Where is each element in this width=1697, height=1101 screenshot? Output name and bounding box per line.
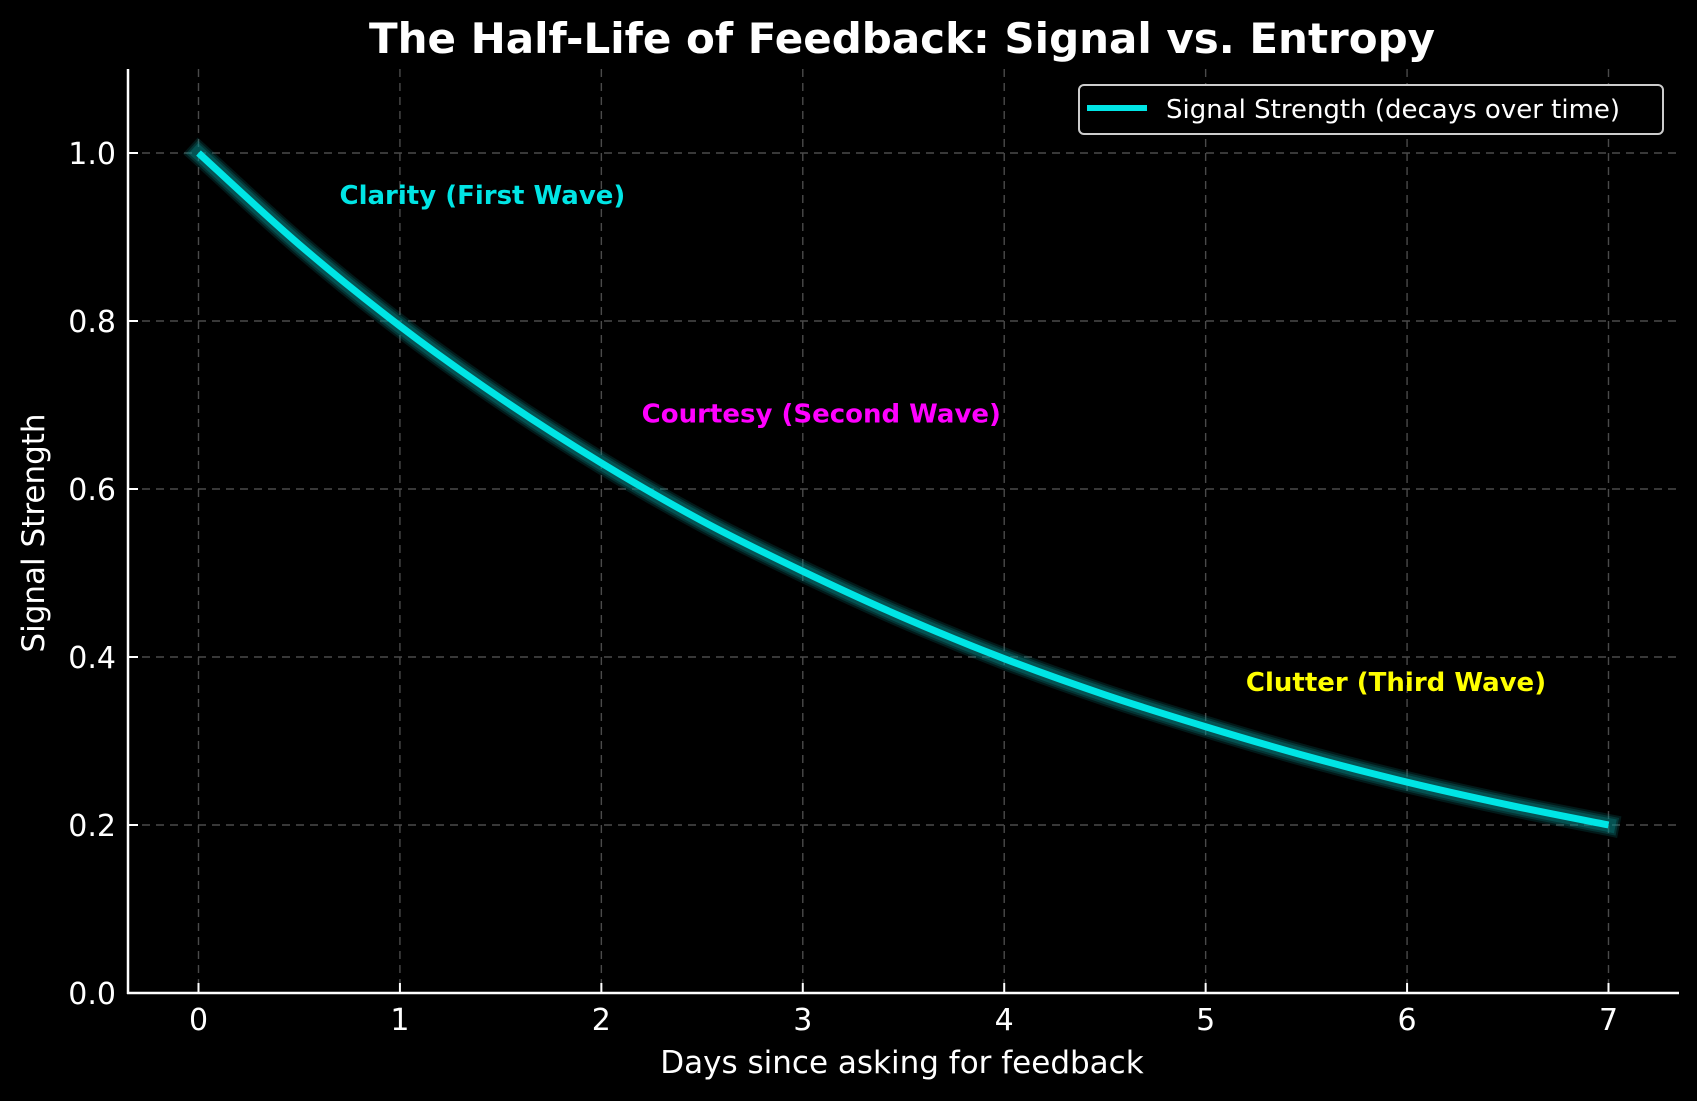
x-tick-label: 3 [793,1003,812,1038]
x-tick-label: 0 [189,1003,208,1038]
y-tick-label: 0.4 [68,641,116,676]
legend-label-signal: Signal Strength (decays over time) [1166,95,1620,125]
x-tick-label: 4 [995,1003,1014,1038]
x-tick-label: 6 [1398,1003,1417,1038]
x-tick-label: 5 [1196,1003,1215,1038]
annotation-label: Clarity (First Wave) [340,181,626,211]
grid-layer [128,69,1679,994]
annotation-label: Courtesy (Second Wave) [642,399,1001,429]
legend: Signal Strength (decays over time) [1078,84,1664,135]
y-tick-label: 1.0 [68,137,116,172]
legend-frame [1078,84,1664,135]
y-tick-label: 0.8 [68,305,116,340]
x-tick-label: 2 [592,1003,611,1038]
x-tick-label: 7 [1599,1003,1618,1038]
y-axis-label: Signal Strength [16,413,52,652]
line-layer [182,137,1622,838]
x-axis-label: Days since asking for feedback [660,1045,1143,1081]
axis-layer: 0 1 2 3 4 5 6 7 0.0 0.2 0.4 0.6 0.8 1.0 [68,69,1679,1038]
x-tick-label: 1 [390,1003,409,1038]
y-tick-label: 0.2 [68,809,116,844]
y-tick-label: 0.0 [68,977,116,1012]
y-tick-label: 0.6 [68,473,116,508]
annotation-layer: Clarity (First Wave) Courtesy (Second Wav… [340,181,1547,698]
annotation-label: Clutter (Third Wave) [1246,668,1546,698]
chart-title: The Half-Life of Feedback: Signal vs. En… [369,14,1435,63]
series-line-signal-strength [196,150,1610,829]
